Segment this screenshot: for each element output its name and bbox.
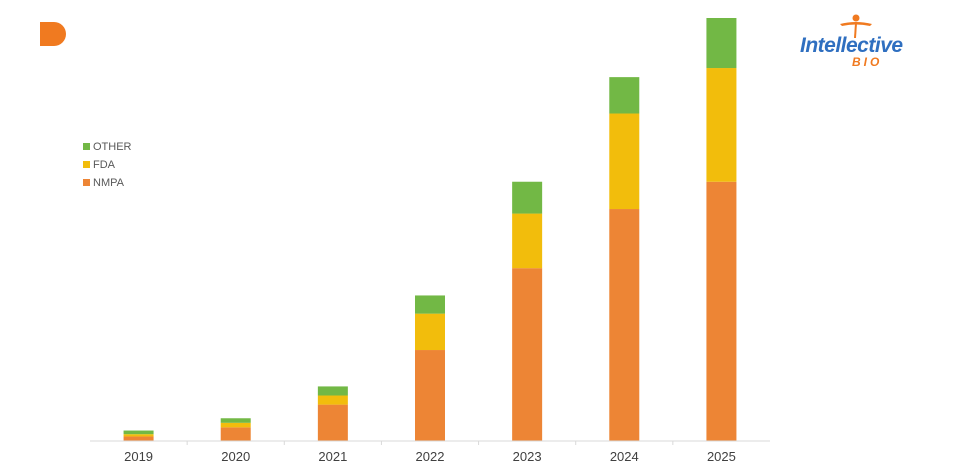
bar-other-2024: [609, 77, 640, 114]
bar-other-2019: [123, 430, 154, 435]
bar-nmpa-2023: [512, 268, 543, 441]
legend-label-fda: FDA: [93, 159, 116, 171]
bar-other-2025: [706, 18, 737, 69]
bar-fda-2019: [123, 434, 154, 437]
logo-text-main: Intellective: [800, 34, 903, 57]
brand-d-icon: [40, 22, 68, 51]
legend: OTHER FDA NMPA: [83, 141, 132, 189]
x-tick-label: 2019: [124, 449, 153, 464]
intellective-bio-logo: Intellective BIO: [800, 14, 920, 74]
bar-fda-2020: [220, 422, 251, 428]
bar-fda-2022: [415, 313, 445, 351]
bar-fda-2021: [317, 395, 348, 405]
bar-other-2022: [415, 295, 445, 314]
bar-nmpa-2025: [706, 181, 737, 441]
legend-label-nmpa: NMPA: [93, 177, 125, 189]
bar-fda-2025: [706, 68, 737, 182]
bar-other-2021: [317, 386, 348, 396]
x-tick-label: 2025: [707, 449, 736, 464]
bar-other-2020: [220, 418, 251, 423]
x-tick-label: 2021: [318, 449, 347, 464]
legend-label-other: OTHER: [93, 141, 132, 153]
bar-nmpa-2022: [415, 350, 445, 441]
bars-group: [123, 18, 737, 441]
bar-fda-2024: [609, 113, 640, 210]
bar-fda-2023: [512, 213, 543, 269]
bar-nmpa-2020: [220, 427, 251, 441]
x-tick-label: 2023: [513, 449, 542, 464]
x-tick-labels: 2019 2020 2021 2022 2023 2024 2025: [124, 441, 736, 464]
x-tick-label: 2020: [221, 449, 250, 464]
x-tick-label: 2024: [610, 449, 639, 464]
bar-nmpa-2024: [609, 209, 640, 441]
bar-other-2023: [512, 181, 543, 214]
legend-swatch-nmpa: [83, 179, 90, 186]
legend-swatch-fda: [83, 161, 90, 168]
running-figure-icon: [840, 14, 872, 38]
x-tick-label: 2022: [416, 449, 445, 464]
legend-swatch-other: [83, 143, 90, 150]
bar-nmpa-2021: [317, 404, 348, 441]
bar-nmpa-2019: [123, 436, 154, 441]
logo-text-sub: BIO: [852, 55, 883, 69]
